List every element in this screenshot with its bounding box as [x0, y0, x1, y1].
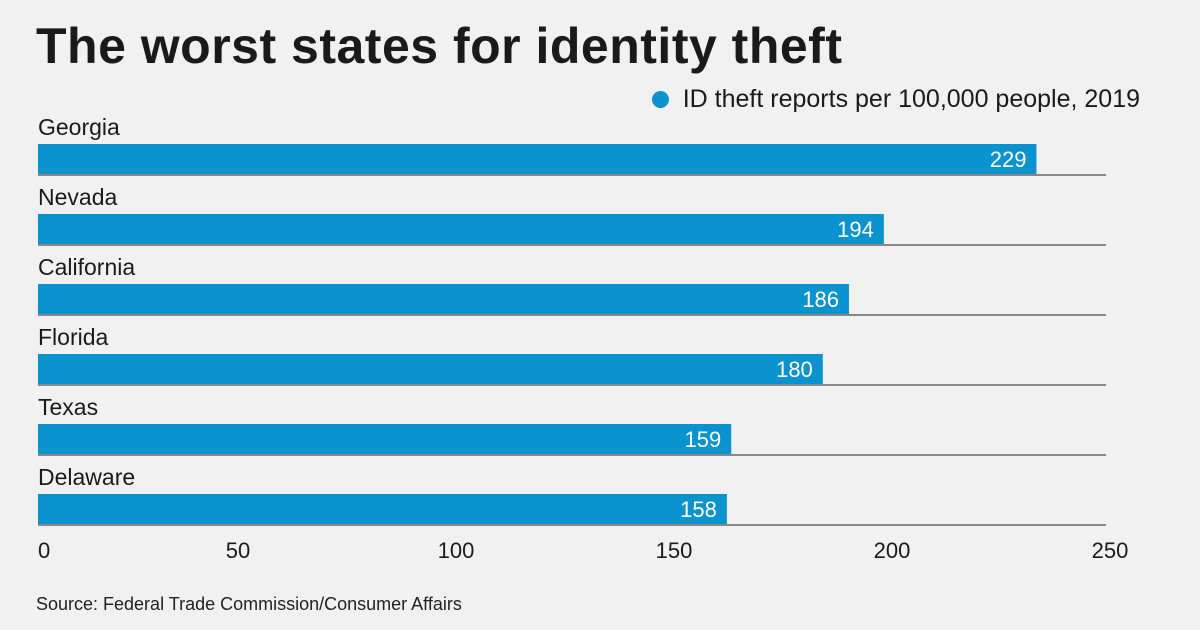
- x-tick-label: 150: [656, 538, 693, 563]
- category-label: Florida: [38, 324, 109, 350]
- bar: [38, 144, 1037, 174]
- data-label: 194: [837, 217, 874, 242]
- data-label: 229: [990, 147, 1027, 172]
- bar: [38, 354, 823, 384]
- category-label: California: [38, 254, 135, 280]
- legend: ID theft reports per 100,000 people, 201…: [651, 84, 1140, 114]
- chart-title: The worst states for identity theft: [36, 18, 843, 74]
- data-label: 159: [685, 427, 722, 452]
- bar: [38, 494, 727, 524]
- bar: [38, 424, 732, 454]
- x-tick-label: 100: [438, 538, 475, 563]
- category-label: Georgia: [38, 114, 120, 140]
- data-label: 186: [802, 287, 839, 312]
- x-tick-label: 50: [226, 538, 250, 563]
- bar: [38, 284, 849, 314]
- legend-label: ID theft reports per 100,000 people, 201…: [682, 85, 1140, 113]
- data-label: 158: [680, 497, 717, 522]
- category-label: Nevada: [38, 184, 117, 210]
- bar: [38, 214, 884, 244]
- x-tick-label: 200: [874, 538, 911, 563]
- category-label: Texas: [38, 394, 98, 420]
- source-note: Source: Federal Trade Commission/Consume…: [36, 594, 462, 614]
- x-tick-label: 250: [1092, 538, 1129, 563]
- category-label: Delaware: [38, 464, 135, 490]
- x-tick-label: 0: [38, 538, 50, 563]
- data-label: 180: [776, 357, 813, 382]
- bar-chart: Georgia 229 Nevada 194 California 186 Florida 1…: [38, 114, 1129, 563]
- legend-swatch: [651, 90, 669, 108]
